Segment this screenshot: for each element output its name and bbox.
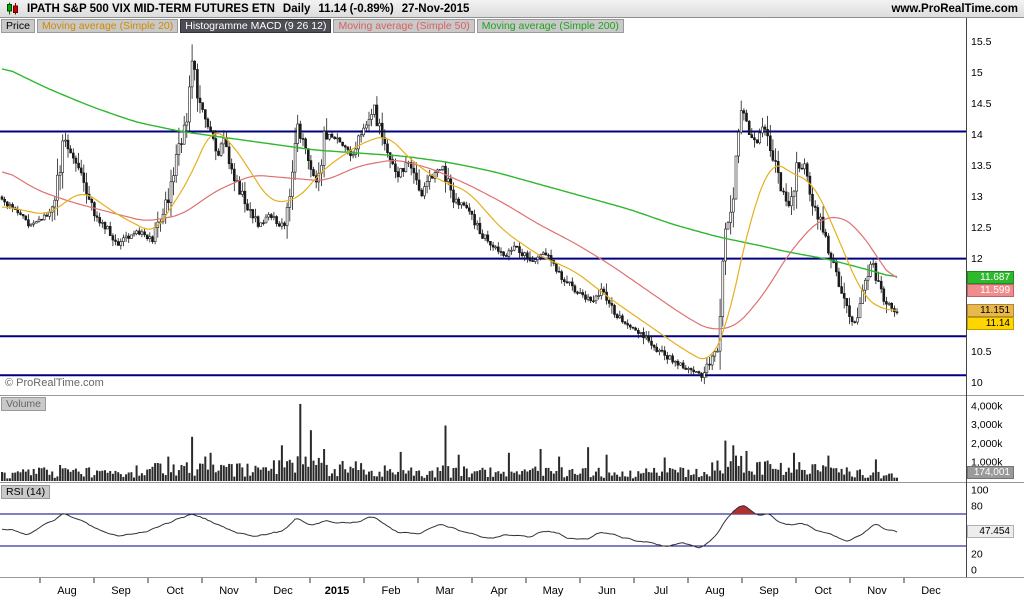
time-axis-label: May xyxy=(543,585,564,597)
rsi-axis-tick: 80 xyxy=(971,501,983,513)
volume-pane-chip[interactable]: Volume xyxy=(1,397,47,411)
volume-bars xyxy=(1,403,898,481)
rsi-pane-chip[interactable]: RSI (14) xyxy=(1,485,51,499)
price-axis-tick: 14.5 xyxy=(971,98,992,110)
time-axis-label: Mar xyxy=(436,585,455,597)
rsi-line xyxy=(1,505,898,549)
price-axis-tick: 12 xyxy=(971,253,983,265)
macd-indicator-chip[interactable]: Histogramme MACD (9 26 12) xyxy=(180,19,332,33)
rsi-axis-tick: 20 xyxy=(971,549,983,561)
price-axis-tick: 14 xyxy=(971,129,983,141)
indicator-bar: Price Moving average (Simple 20) Histogr… xyxy=(1,19,624,33)
time-axis-label: Oct xyxy=(166,585,183,597)
price-axis-tick: 15 xyxy=(971,67,983,79)
prorealtime-link[interactable]: www.ProRealTime.com xyxy=(891,2,1018,15)
price-axis-tick: 10.5 xyxy=(971,346,992,358)
volume-axis-tick: 1,000k xyxy=(971,457,1003,469)
rsi-axis-tick: 100 xyxy=(971,485,989,497)
time-axis-label: Sep xyxy=(111,585,131,597)
ma50-indicator-chip[interactable]: Moving average (Simple 50) xyxy=(333,19,475,33)
volume-axis-tick: 4,000k xyxy=(971,400,1003,412)
time-axis-label: Jul xyxy=(654,585,668,597)
candlestick-logo-icon xyxy=(6,2,19,15)
time-axis-label: Jun xyxy=(598,585,616,597)
ma200-line xyxy=(1,68,898,278)
time-axis-label: Sep xyxy=(759,585,779,597)
title-bar: IPATH S&P 500 VIX MID-TERM FUTURES ETN D… xyxy=(0,0,1024,18)
time-axis-label: Aug xyxy=(57,585,77,597)
time-axis-label: Aug xyxy=(705,585,725,597)
time-axis-label: Apr xyxy=(490,585,507,597)
price-axis-tick: 10 xyxy=(971,377,983,389)
time-axis-label: Oct xyxy=(814,585,831,597)
change-percent: (-0.89%) xyxy=(349,2,394,15)
time-axis-label: Dec xyxy=(921,585,941,597)
candlesticks xyxy=(0,44,899,385)
time-axis-label: Feb xyxy=(382,585,401,597)
volume-axis-tick: 2,000k xyxy=(971,438,1003,450)
ma200-indicator-chip[interactable]: Moving average (Simple 200) xyxy=(476,19,624,33)
rsi-overbought-fill xyxy=(731,505,757,514)
time-axis-label: Dec xyxy=(273,585,293,597)
last-price: 11.14 xyxy=(318,2,347,15)
rsi-axis-tick: 0 xyxy=(971,565,977,577)
time-axis-label: 2015 xyxy=(325,585,349,597)
ma50-line xyxy=(1,160,898,330)
price-axis-tick: 12.5 xyxy=(971,222,992,234)
session-date: 27-Nov-2015 xyxy=(401,2,470,15)
time-axis-label: Nov xyxy=(867,585,887,597)
price-axis-tick: 13 xyxy=(971,191,983,203)
price-axis-tick: 13.5 xyxy=(971,160,992,172)
price-axis-tick: 15.5 xyxy=(971,36,992,48)
ma20-indicator-chip[interactable]: Moving average (Simple 20) xyxy=(36,19,179,33)
ma20-line xyxy=(1,132,898,360)
prorealtime-watermark: © ProRealTime.com xyxy=(5,377,104,389)
time-axis-label: Nov xyxy=(219,585,239,597)
price-indicator-chip[interactable]: Price xyxy=(1,19,35,33)
support-resistance-lines xyxy=(0,130,966,377)
timeframe-label: Daily xyxy=(282,2,311,15)
volume-axis-tick: 3,000k xyxy=(971,419,1003,431)
instrument-title: IPATH S&P 500 VIX MID-TERM FUTURES ETN xyxy=(27,2,275,15)
